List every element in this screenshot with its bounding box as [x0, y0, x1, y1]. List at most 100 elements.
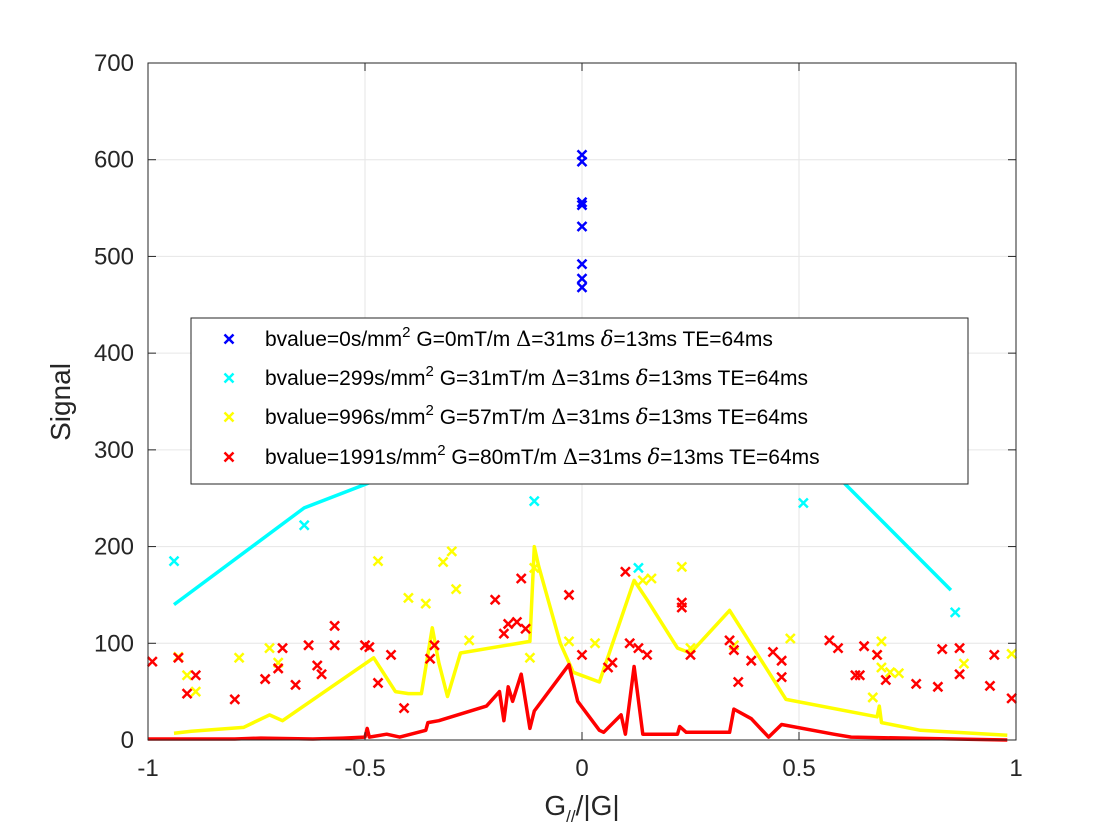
legend-entry-3: bvalue=1991s/mm2 G=80mT/m Δ=31ms δ=13ms …	[265, 442, 820, 469]
data-point-series-3	[936, 643, 948, 655]
legend-text-sup: 2	[426, 363, 434, 380]
legend-text-p3: =31ms	[531, 328, 600, 351]
legend-text-p1: bvalue=0s/mm	[265, 328, 402, 351]
data-point-series-1	[949, 606, 961, 618]
data-point-series-3	[724, 635, 735, 646]
legend-text-sup: 2	[437, 442, 445, 459]
data-point-series-3	[277, 642, 288, 654]
data-point-series-3	[984, 680, 996, 692]
data-point-series-3	[502, 618, 514, 630]
data-point-series-2	[884, 666, 896, 678]
y-tick-label: 0	[121, 727, 134, 754]
data-point-series-3	[620, 566, 631, 578]
data-point-series-0	[576, 273, 588, 285]
data-point-series-2	[420, 598, 432, 610]
data-point-series-3	[372, 677, 384, 689]
data-point-series-3	[181, 688, 193, 699]
data-point-series-3	[633, 642, 644, 654]
data-point-series-2	[181, 669, 193, 681]
x-tick-label: 0.5	[782, 755, 815, 782]
data-point-series-3	[429, 639, 440, 651]
data-point-series-2	[446, 546, 458, 557]
legend-text-delta: δ	[601, 327, 614, 351]
legend-text-p1: bvalue=299s/mm	[265, 367, 426, 390]
data-point-series-2	[524, 652, 536, 664]
data-point-series-3	[515, 573, 527, 584]
data-point-series-3	[498, 628, 510, 639]
series-line-2	[173, 544, 1008, 737]
data-point-series-3	[776, 655, 788, 667]
legend-text-p2: G=0mT/m	[411, 328, 517, 351]
data-point-series-3	[329, 620, 341, 632]
data-point-series-3	[290, 679, 301, 691]
legend-text-Delta: Δ	[563, 445, 578, 469]
series-markers	[146, 149, 1018, 714]
data-point-series-3	[606, 657, 618, 669]
data-point-series-2	[867, 692, 879, 703]
data-point-series-2	[646, 573, 657, 584]
data-point-series-3	[329, 639, 341, 651]
data-point-series-3	[954, 668, 965, 680]
data-point-series-0	[576, 258, 588, 270]
y-tick-label: 500	[94, 243, 134, 270]
data-point-series-3	[311, 660, 323, 671]
legend-marker-3	[223, 451, 235, 463]
data-point-series-3	[776, 671, 788, 683]
legend-text-delta: δ	[647, 445, 660, 469]
data-point-series-3	[303, 639, 314, 651]
data-point-series-3	[624, 637, 636, 649]
x-axis-label-sub: //	[566, 807, 576, 826]
data-point-series-1	[528, 495, 540, 507]
data-point-series-2	[893, 667, 905, 679]
legend-box	[190, 317, 969, 485]
legend: bvalue=0s/mm2 G=0mT/m Δ=31ms δ=13ms TE=6…	[190, 317, 969, 485]
legend-text-p4: =13ms TE=64ms	[648, 367, 808, 390]
data-point-series-0	[576, 199, 588, 211]
data-point-series-2	[876, 635, 887, 647]
data-point-series-0	[576, 156, 588, 168]
data-point-series-3	[745, 655, 757, 667]
data-point-series-3	[563, 589, 575, 601]
data-point-series-2	[233, 652, 245, 664]
data-point-series-3	[685, 649, 696, 661]
y-tick-labels: 0 100 200 300 400 500 600 700	[94, 50, 134, 754]
data-point-series-3	[823, 635, 835, 646]
x-axis-label-rest: /|G|	[576, 790, 620, 821]
legend-text-p3: =31ms	[566, 406, 635, 429]
data-point-series-2	[528, 562, 540, 574]
y-axis-label: Signal	[45, 363, 76, 441]
x-axis-label-main: G	[544, 790, 566, 821]
y-tick-label: 400	[94, 340, 134, 367]
x-tick-label: -1	[137, 755, 158, 782]
data-point-series-2	[437, 556, 449, 568]
data-point-series-0	[576, 196, 588, 208]
data-point-series-2	[637, 575, 649, 586]
data-point-series-3	[676, 597, 688, 609]
data-point-series-3	[172, 652, 184, 664]
data-point-series-3	[767, 646, 779, 658]
data-point-series-3	[272, 663, 284, 674]
legend-text-p2: G=80mT/m	[446, 446, 563, 469]
legend-text-p4: =13ms TE=64ms	[648, 406, 808, 429]
legend-text-p1: bvalue=1991s/mm	[265, 446, 437, 469]
data-point-series-2	[190, 686, 202, 698]
data-point-series-2	[463, 635, 475, 646]
data-point-series-3	[363, 641, 375, 653]
data-point-series-1	[797, 497, 809, 509]
data-point-series-3	[932, 681, 944, 693]
x-axis-label: G///|G|	[544, 790, 619, 826]
legend-marker-1	[223, 372, 235, 384]
data-point-series-3	[880, 674, 892, 686]
y-tick-label: 700	[94, 50, 134, 77]
data-point-series-3	[489, 594, 501, 606]
data-point-series-3	[854, 669, 866, 681]
legend-text-sup: 2	[402, 324, 410, 341]
data-point-series-0	[576, 281, 588, 293]
data-point-series-1	[168, 555, 180, 567]
data-point-series-3	[259, 673, 271, 685]
legend-text-delta: δ	[636, 366, 649, 390]
legend-text-p4: =13ms TE=64ms	[660, 446, 820, 469]
data-point-series-2	[784, 633, 796, 644]
data-point-series-2	[876, 662, 887, 673]
